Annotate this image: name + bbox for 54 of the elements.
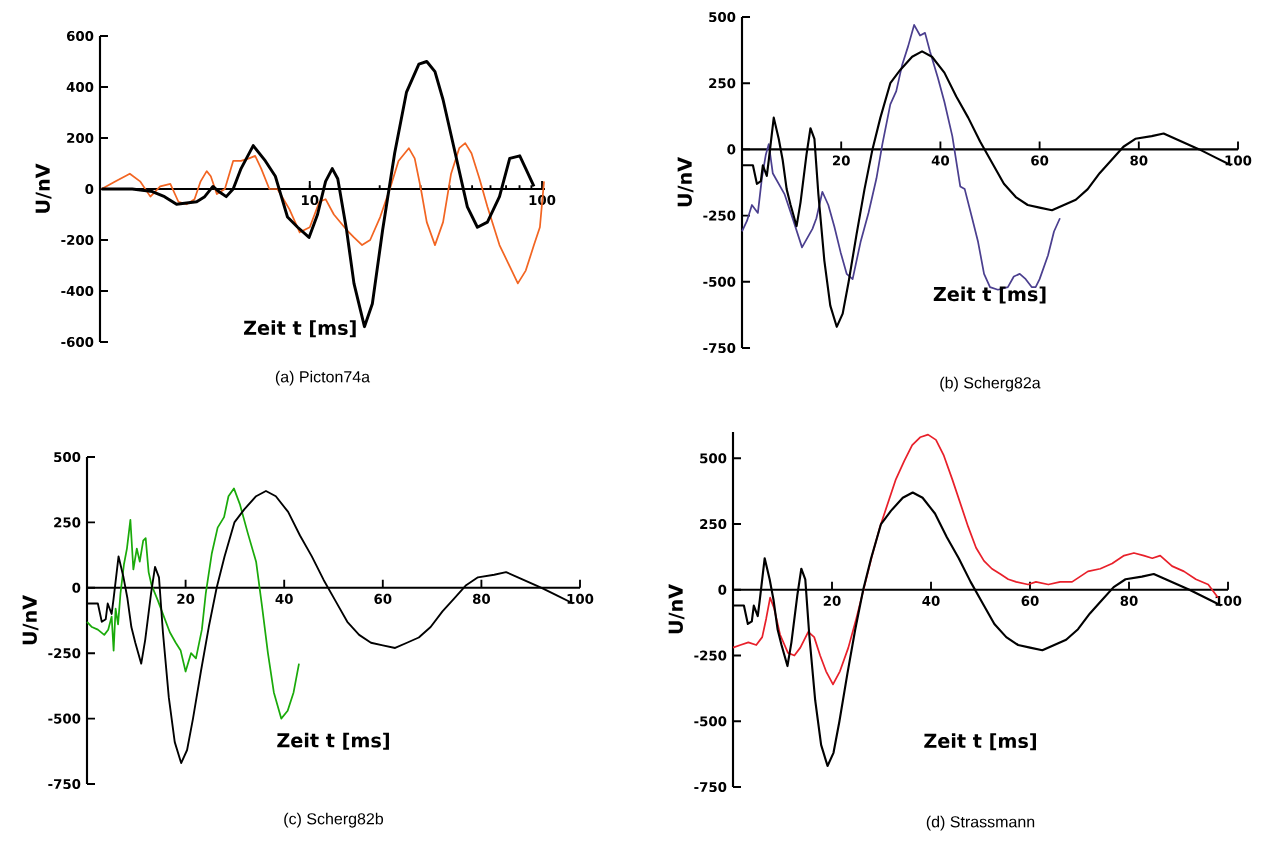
x-axis-title: Zeit t [ms] bbox=[243, 320, 356, 338]
y-tick-label: 0 bbox=[727, 144, 736, 155]
y-axis-title: U/nV bbox=[35, 163, 52, 213]
x-tick-label: 100 bbox=[1215, 595, 1242, 606]
x-tick-label: 20 bbox=[832, 155, 850, 166]
y-tick-label: -500 bbox=[694, 716, 727, 727]
y-tick-label: 500 bbox=[709, 11, 736, 23]
y-tick-label: 0 bbox=[718, 584, 727, 595]
x-tick-label: 20 bbox=[177, 593, 195, 604]
text: (b) Scherg82a bbox=[940, 376, 1041, 392]
x-tick-label: 10 bbox=[301, 195, 319, 206]
y-tick-label: -250 bbox=[694, 650, 727, 661]
x-tick-label: 20 bbox=[823, 595, 841, 606]
y-tick-label: -200 bbox=[61, 234, 94, 246]
x-tick-label: 40 bbox=[931, 155, 950, 166]
y-tick-label: -500 bbox=[703, 276, 736, 287]
x-tick-label: 80 bbox=[1130, 155, 1148, 166]
y-tick-label: -750 bbox=[694, 781, 727, 793]
x-axis-title: Zeit t [ms] bbox=[277, 732, 389, 750]
y-tick-label: -400 bbox=[61, 285, 94, 297]
x-tick-label: 40 bbox=[275, 593, 293, 604]
x-axis-title: Zeit t [ms] bbox=[933, 286, 1046, 304]
y-axis-title: U/nV bbox=[668, 584, 685, 634]
x-tick-label: 100 bbox=[1225, 155, 1252, 166]
y-tick-label: -750 bbox=[703, 342, 736, 354]
y-tick-label: -250 bbox=[48, 648, 81, 659]
line-series bbox=[86, 487, 300, 720]
x-tick-label: 40 bbox=[922, 595, 940, 606]
y-tick-label: 200 bbox=[67, 132, 94, 144]
y-tick-label: 0 bbox=[85, 183, 94, 195]
y-tick-label: -250 bbox=[703, 210, 736, 221]
y-tick-label: -500 bbox=[48, 713, 81, 724]
text: (c) Scherg82b bbox=[284, 812, 384, 828]
y-tick-label: 250 bbox=[54, 517, 81, 528]
x-tick-label: 80 bbox=[472, 593, 491, 604]
y-tick-label: 500 bbox=[54, 451, 81, 463]
y-tick-label: -750 bbox=[48, 778, 81, 790]
x-tick-label: 60 bbox=[1021, 595, 1039, 606]
y-tick-label: 600 bbox=[66, 30, 94, 42]
y-tick-label: 250 bbox=[700, 518, 727, 530]
y-axis-title: U/nV bbox=[22, 595, 39, 645]
y-axis-title: U/nV bbox=[677, 157, 694, 207]
text: (a) Picton74a bbox=[275, 370, 371, 386]
x-tick-label: 60 bbox=[374, 593, 392, 604]
text: (d) Strassmann bbox=[926, 815, 1035, 831]
x-tick-label: 60 bbox=[1031, 155, 1049, 166]
y-tick-label: 250 bbox=[709, 78, 736, 89]
y-tick-label: -600 bbox=[61, 336, 94, 348]
x-tick-label: 80 bbox=[1120, 595, 1138, 606]
x-tick-label: 100 bbox=[567, 593, 594, 604]
x-axis-title: Zeit t [ms] bbox=[924, 733, 1036, 751]
y-tick-label: 400 bbox=[66, 81, 94, 93]
y-tick-label: 0 bbox=[72, 582, 81, 593]
y-tick-label: 500 bbox=[700, 453, 727, 464]
